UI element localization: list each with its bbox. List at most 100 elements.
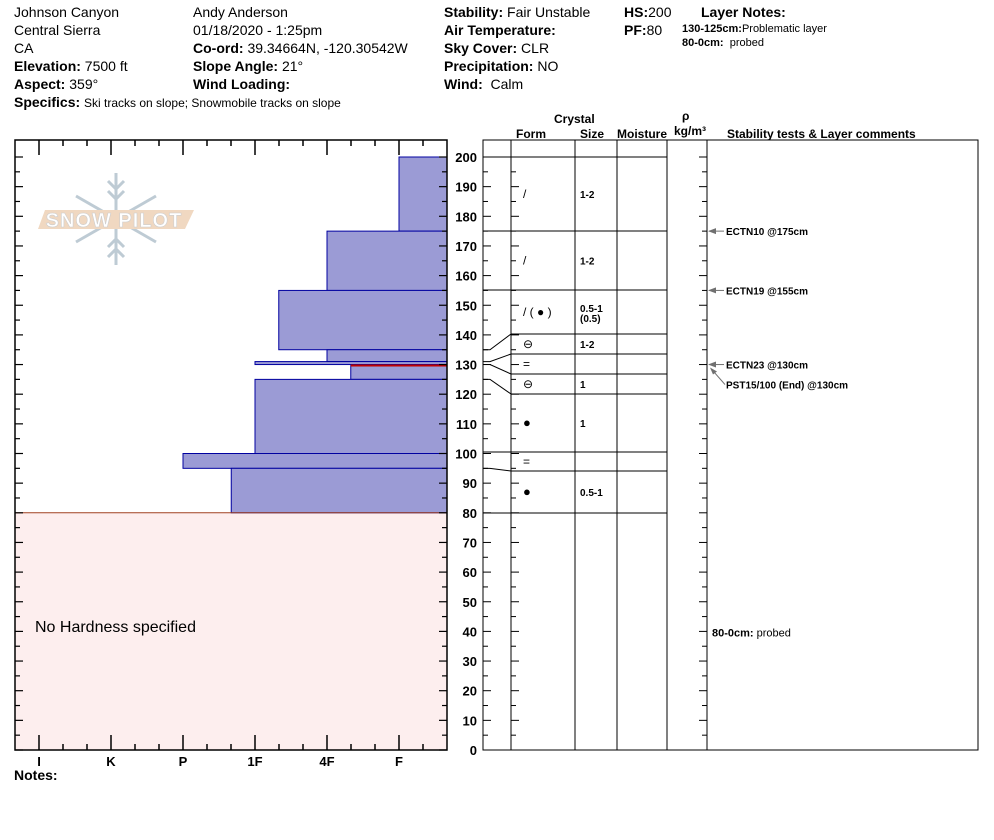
state: CA	[14, 40, 34, 56]
crystal-form-symbol: =	[523, 357, 530, 371]
air-temp-label: Air Temperature:	[444, 22, 556, 38]
layer-connector	[483, 378, 512, 395]
crystal-form-symbol: /	[523, 254, 527, 268]
crystal-form-symbol: /	[523, 187, 527, 201]
layer-comment: 80-0cm: probed	[712, 627, 791, 639]
crystal-size: 1	[580, 380, 586, 391]
notes-label: Notes:	[14, 767, 58, 783]
air-temp-row: Air Temperature:	[444, 21, 556, 39]
specifics-row: Specifics: Ski tracks on slope; Snowmobi…	[14, 93, 341, 112]
crystal-form-symbol: / ( ● )	[523, 305, 552, 319]
depth-tick-label: 170	[455, 239, 477, 254]
crystal-size: 1	[580, 419, 586, 430]
depth-tick-label: 10	[463, 713, 477, 728]
hs-value: 200	[648, 4, 672, 20]
crystal-size: 1-2	[580, 190, 595, 201]
depth-tick-label: 100	[455, 447, 477, 462]
depth-tick-label: 90	[463, 476, 477, 491]
depth-tick-label: 190	[455, 180, 477, 195]
depth-tick-label: 160	[455, 269, 477, 284]
elevation-label: Elevation:	[14, 58, 81, 74]
stability-test-label: ECTN10 @175cm	[726, 227, 808, 238]
hardness-tick-label: K	[106, 754, 116, 769]
layer-connector	[483, 333, 512, 351]
crystal-size: 1-2	[580, 340, 595, 351]
slope-row: Slope Angle: 21°	[193, 57, 303, 75]
depth-tick-label: 180	[455, 209, 477, 224]
observer-name: Andy Anderson	[193, 4, 288, 20]
slope-value: 21°	[281, 58, 304, 74]
stability-comments-header: Stability tests & Layer comments	[727, 127, 916, 141]
crystal-form-symbol: ●	[523, 484, 531, 499]
sky-row: Sky Cover: CLR	[444, 39, 549, 57]
snowpilot-logo: SNOW PILOT	[38, 173, 194, 265]
stability-row: Stability: Fair Unstable	[444, 3, 590, 21]
aspect-value: 359°	[69, 76, 99, 92]
depth-tick-label: 40	[463, 624, 477, 639]
stability-test-label: PST15/100 (End) @130cm	[726, 381, 848, 392]
precip-row: Precipitation: NO	[444, 57, 558, 75]
depth-tick-label: 150	[455, 298, 477, 313]
coord-value: 39.34664N, -120.30542W	[247, 40, 408, 56]
depth-tick-label: 50	[463, 595, 477, 610]
arrow-head-icon	[708, 287, 716, 294]
layer-notes-heading: Layer Notes:	[701, 4, 786, 20]
depth-tick-label: 130	[455, 358, 477, 373]
layer-connector	[483, 353, 512, 363]
aspect-row: Aspect: 359°	[14, 75, 98, 93]
crystal-size: 1-2	[580, 257, 595, 268]
pf-row: PF:80	[624, 21, 662, 39]
size-header: Size	[580, 127, 605, 141]
hardness-bar	[350, 364, 448, 380]
moisture-header: Moisture	[617, 127, 668, 141]
mountain-range: Central Sierra	[14, 22, 101, 38]
stability-test-label: ECTN19 @155cm	[726, 286, 808, 297]
layer-note-text: probed	[729, 37, 764, 49]
wind-value: Calm	[490, 76, 524, 92]
wind-label: Wind:	[444, 76, 483, 92]
precip-value: NO	[537, 58, 559, 74]
no-hardness-zone	[15, 512, 447, 750]
hardness-bar	[326, 349, 448, 363]
hardness-tick-label: F	[395, 754, 403, 769]
layer-note: 130-125cm:Problematic layer	[682, 22, 827, 36]
layer-table: /1-2/1-2/ ( ● ) 0.5-1(0.5)⊖ 1-2=⊖ 1● 1=● 0.5-…	[482, 139, 979, 751]
pf-label: PF:	[624, 22, 647, 38]
location-name: Johnson Canyon	[14, 4, 120, 20]
hardness-tick-label: 4F	[319, 754, 334, 769]
hs-row: HS:200	[624, 3, 671, 21]
stability-test-label: ECTN23 @130cm	[726, 361, 808, 372]
layer-connector	[483, 364, 512, 375]
arrow-head-icon	[708, 228, 716, 235]
hardness-tick-label: I	[37, 754, 41, 769]
layer-comment-text: probed	[757, 627, 791, 639]
slope-label: Slope Angle:	[193, 58, 279, 74]
stability-tests: ECTN10 @175cm ECTN19 @155cm ECTN23 @130cm P…	[708, 227, 848, 639]
date-time: 01/18/2020 - 1:25pm	[193, 22, 323, 38]
layer-table-border	[482, 139, 979, 751]
wind-loading-row: Wind Loading:	[193, 75, 290, 93]
depth-tick-label: 0	[470, 743, 477, 758]
hardness-frame: I K P 1F 4F F	[14, 139, 448, 769]
depth-tick-label: 80	[463, 506, 477, 521]
depth-tick-label: 200	[455, 150, 477, 165]
crystal-form-symbol: ⊖	[523, 337, 533, 351]
depth-tick-label: 20	[463, 684, 477, 699]
depth-tick-label: 140	[455, 328, 477, 343]
crystal-size-secondary: (0.5)	[580, 314, 601, 325]
logo-text: SNOW PILOT	[46, 210, 183, 232]
elevation-value: 7500 ft	[84, 58, 128, 74]
layer-note: 80-0cm: probed	[682, 36, 764, 50]
precip-label: Precipitation:	[444, 58, 534, 74]
hardness-bar	[230, 467, 448, 514]
crystal-size: 0.5-1	[580, 488, 603, 499]
hardness-bar	[254, 378, 448, 454]
wind-loading-label: Wind Loading:	[193, 76, 291, 92]
depth-tick-label: 70	[463, 535, 477, 550]
hardness-bars	[15, 156, 448, 514]
layer-connector	[483, 467, 512, 472]
layer-note-text: Problematic layer	[741, 23, 827, 35]
coord-row: Co-ord: 39.34664N, -120.30542W	[193, 39, 408, 57]
arrow-head-icon	[710, 367, 717, 375]
